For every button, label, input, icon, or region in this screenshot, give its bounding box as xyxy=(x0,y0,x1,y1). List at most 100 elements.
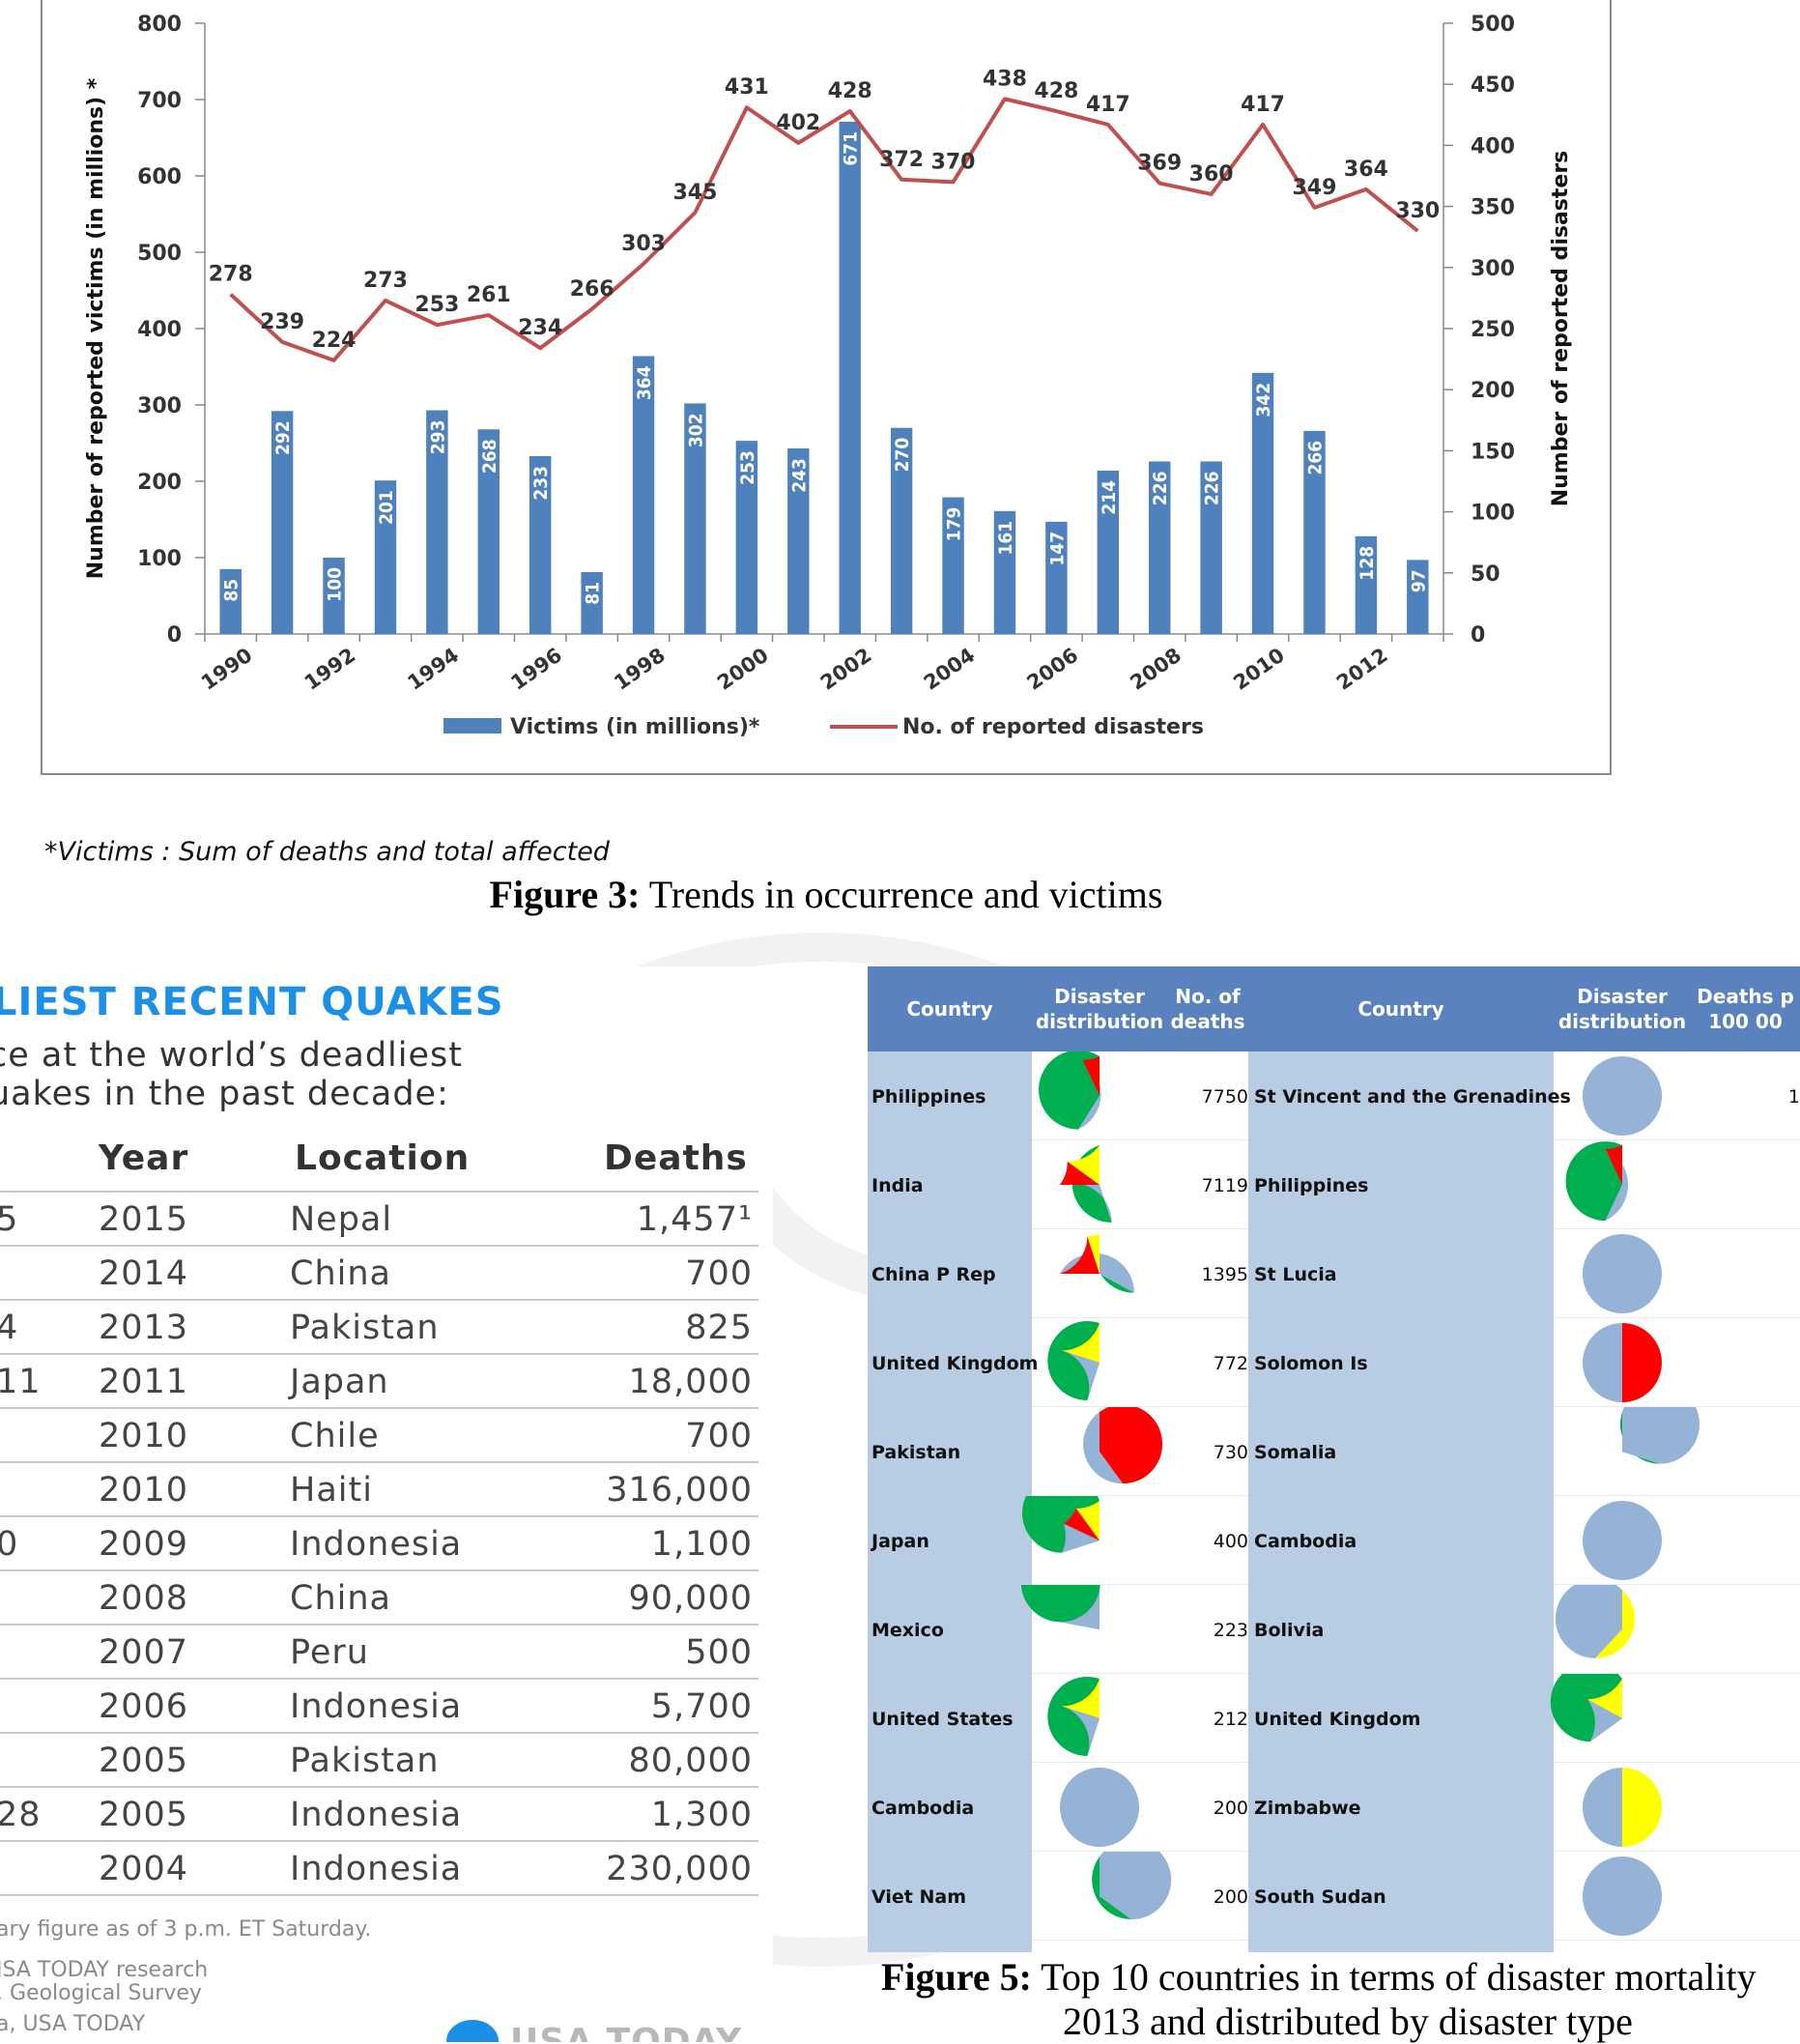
quake-rank: 11 xyxy=(0,1363,42,1401)
right-axis-tick-label: 450 xyxy=(1471,73,1515,98)
victims-bar-label: 342 xyxy=(1253,383,1274,417)
disasters-line-label: 431 xyxy=(725,75,769,100)
quake-row: 2006 Indonesia 5,700 xyxy=(0,1678,758,1734)
right-distribution-pie xyxy=(1619,1407,1700,1464)
quake-rank: 5 xyxy=(0,1200,19,1239)
right-country-name: South Sudan xyxy=(1254,1886,1386,1908)
pie-slice-blue xyxy=(1583,1234,1662,1313)
disasters-line-label: 369 xyxy=(1137,152,1182,176)
pie-slice-green xyxy=(1092,1857,1132,1920)
right-country-name: Solomon Is xyxy=(1254,1353,1368,1374)
figure-3-caption: Figure 3: Trends in occurrence and victi… xyxy=(0,872,1652,917)
disasters-line-label: 370 xyxy=(931,150,976,174)
header-deaths: No. of deaths xyxy=(1167,966,1248,1051)
left-distribution-pie xyxy=(1060,1145,1112,1223)
disaster-mortality-table: Country Disaster distribution No. of death… xyxy=(868,966,1800,1952)
x-axis-tick-label: 2006 xyxy=(1023,644,1083,695)
quake-row: 4 2013 Pakistan 825 xyxy=(0,1299,758,1355)
right-axis-tick-label: 350 xyxy=(1471,196,1515,220)
pie-slice-red xyxy=(1100,1407,1163,1484)
quake-row: 2004 Indonesia 230,000 xyxy=(0,1840,758,1896)
pie-slice-blue xyxy=(1060,1768,1139,1847)
pie-slice-green xyxy=(1094,1234,1134,1293)
pie-slice-green xyxy=(1039,1051,1100,1130)
pie-slice-red xyxy=(1605,1145,1622,1185)
deaths-count: 772 xyxy=(1213,1353,1248,1374)
legend-disasters-label: No. of reported disasters xyxy=(902,715,1204,739)
left-distribution-pie xyxy=(1039,1051,1101,1130)
quake-deaths: 700 xyxy=(685,1254,753,1293)
disasters-line-label: 417 xyxy=(1241,93,1285,117)
disasters-line-label: 330 xyxy=(1395,199,1440,223)
quake-location: Peru xyxy=(290,1633,369,1672)
pie-slice-blue xyxy=(1587,1699,1622,1742)
deaths-count: 223 xyxy=(1213,1620,1248,1641)
header-distribution-left: Disaster distribution xyxy=(1032,966,1167,1051)
header-country-left: Country xyxy=(868,966,1032,1051)
victims-bar xyxy=(1097,470,1120,634)
disasters-line-label: 428 xyxy=(1034,79,1078,103)
mortality-row: India 7119 Philippines xyxy=(868,1140,1800,1229)
victims-bar xyxy=(426,410,448,634)
pie-slice-green xyxy=(1565,1141,1622,1222)
column-deaths xyxy=(1167,1051,1248,1952)
quake-rank: 0 xyxy=(0,1525,19,1564)
victims-bar-label: 128 xyxy=(1357,546,1378,581)
mortality-row: Pakistan 730 Somalia xyxy=(868,1407,1800,1496)
victims-bar-label: 293 xyxy=(427,420,448,455)
right-country-name: St Vincent and the Grenadines xyxy=(1254,1086,1571,1108)
left-country-name: Japan xyxy=(871,1531,929,1552)
right-axis-tick-label: 150 xyxy=(1471,440,1515,464)
pie-slice-blue xyxy=(1062,1706,1100,1756)
pie-slice-yellow xyxy=(1062,1679,1100,1718)
left-country-name: United Kingdom xyxy=(871,1353,1039,1374)
figure-3-caption-text: Trends in occurrence and victims xyxy=(640,873,1163,916)
disasters-line xyxy=(229,97,1419,362)
victims-bar-label: 161 xyxy=(995,521,1016,556)
pie-slice-blue xyxy=(1605,1148,1629,1222)
x-axis-tick-label: 1992 xyxy=(300,644,360,695)
victims-bar-label: 243 xyxy=(788,458,810,493)
pie-slice-blue xyxy=(1555,1585,1622,1658)
disasters-line-label: 253 xyxy=(414,293,459,317)
right-country-name: United Kingdom xyxy=(1254,1709,1421,1730)
victims-bar xyxy=(323,558,345,634)
quake-year: 2015 xyxy=(99,1200,189,1239)
victims-bar-label: 268 xyxy=(479,439,500,474)
quakes-footnote: ary figure as of 3 p.m. ET Saturday. xyxy=(0,1917,372,1942)
left-country-name: Viet Nam xyxy=(871,1886,966,1908)
quake-row: 11 2011 Japan 18,000 xyxy=(0,1353,758,1409)
quake-deaths: 18,000 xyxy=(628,1363,753,1401)
quake-year: 2011 xyxy=(99,1363,189,1401)
quake-location: Chile xyxy=(290,1417,380,1455)
quake-table-bottom-rule xyxy=(0,1894,758,1896)
victims-bar-label: 201 xyxy=(376,490,397,525)
right-country-name: Cambodia xyxy=(1254,1531,1357,1552)
mortality-row: Japan 400 Cambodia xyxy=(868,1496,1800,1585)
left-distribution-pie xyxy=(1060,1768,1139,1847)
pie-slice-blue xyxy=(1060,1590,1100,1629)
quake-location: Japan xyxy=(290,1363,389,1401)
x-axis-tick-label: 2000 xyxy=(713,644,773,695)
victims-bar xyxy=(1200,461,1222,634)
pie-slice-blue xyxy=(1583,1857,1662,1936)
right-axis-tick-label: 200 xyxy=(1471,379,1515,403)
right-axis-tick-label: 50 xyxy=(1471,562,1500,587)
x-axis-tick-label: 1990 xyxy=(197,644,257,695)
right-country-name: Somalia xyxy=(1254,1442,1337,1463)
figure-3-chart: 0 100 200 300 400 500 600 700 800 0 50 100 150 200 250… xyxy=(41,0,1612,775)
x-axis-tick-label: 1996 xyxy=(506,644,566,695)
quake-year: 2010 xyxy=(99,1471,189,1510)
disasters-line-label: 303 xyxy=(621,232,666,256)
deaths-count: 200 xyxy=(1213,1798,1248,1819)
victims-bar xyxy=(993,510,1016,634)
left-axis-title: Number of reported victims (in millions)… xyxy=(84,77,108,579)
victims-bar xyxy=(1148,461,1171,634)
pie-slice-red xyxy=(1082,1056,1100,1096)
quake-rank: 4 xyxy=(0,1309,19,1347)
right-axis-title: Number of reported disasters xyxy=(1549,151,1573,507)
usa-today-circle-icon xyxy=(446,2020,499,2042)
victims-bar xyxy=(1251,372,1274,634)
left-distribution-pie xyxy=(1047,1676,1100,1756)
victims-bar xyxy=(839,121,861,634)
